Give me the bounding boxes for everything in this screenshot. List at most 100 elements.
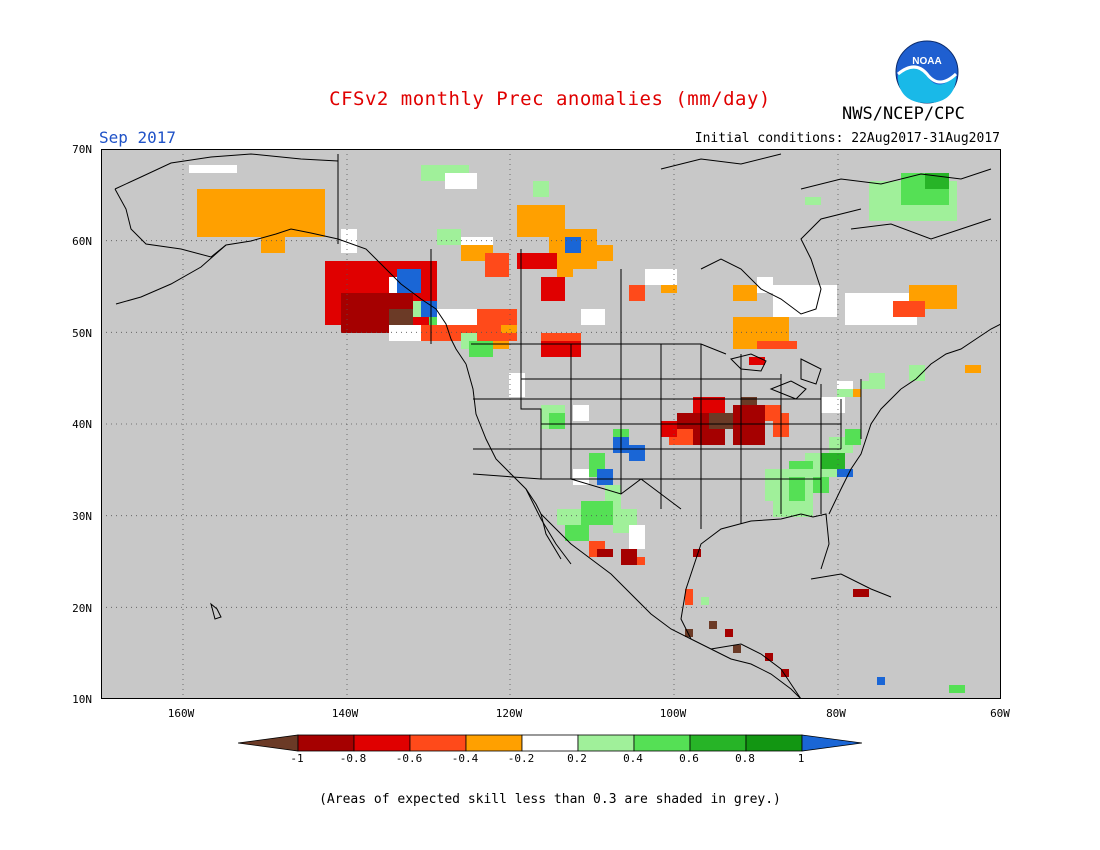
anomaly-cells [189,165,981,693]
coastlines [114,153,1001,699]
anomaly-cell [853,389,861,397]
anomaly-cell [741,397,757,405]
anomaly-cell [485,253,509,277]
anomaly-cell [549,413,565,429]
anomaly-cell [773,501,813,517]
colorbar-swatch [297,734,355,752]
colorbar-swatch [745,734,803,752]
anomaly-cell [197,189,325,237]
colorbar-tick: 0.2 [567,752,587,765]
anomaly-cell [597,469,613,485]
anomaly-cell [437,309,477,325]
anomaly-cell [541,277,565,301]
anomaly-cell [837,469,853,477]
anomaly-cell [629,445,645,461]
colorbar-arrow-low [238,734,299,752]
anomaly-cell [749,357,765,365]
anomaly-cell [421,301,437,317]
anomaly-cell [573,469,589,485]
anomaly-cell [597,549,613,557]
anomaly-cell [821,453,845,469]
colorbar-tick: 0.4 [623,752,643,765]
anomaly-cell [701,597,709,605]
colorbar-tick: -0.6 [395,752,423,765]
colorbar-tick: 1 [797,752,805,765]
lon-tick: 160W [167,707,195,720]
anomaly-cell [869,373,885,389]
anomaly-cell [493,341,509,349]
organization-label: NWS/NCEP/CPC [842,104,965,124]
anomaly-cell [757,341,797,349]
chart-title: CFSv2 monthly Prec anomalies (mm/day) [329,88,771,110]
anomaly-cell [389,325,421,341]
anomaly-cell [733,405,765,445]
anomaly-cell [637,557,645,565]
colorbar-tick: -0.8 [339,752,367,765]
anomaly-cell [853,589,869,597]
anomaly-cell [557,261,573,277]
logo-text: NOAA [912,56,941,67]
colorbar-swatch [409,734,467,752]
anomaly-cell [621,549,637,565]
lat-tick: 20N [72,602,92,615]
anomaly-cell [261,237,285,253]
anomaly-cell [781,669,789,677]
anomaly-cell [581,501,613,525]
anomaly-cell [389,309,413,325]
anomaly-cell [629,285,645,301]
lat-tick: 10N [72,693,92,706]
anomaly-map [101,149,1001,699]
colorbar-tick: -0.2 [507,752,535,765]
anomaly-cell [909,365,925,381]
anomaly-cell [893,301,925,317]
anomaly-cell [429,317,437,325]
lat-tick: 50N [72,327,92,340]
anomaly-cell [765,653,773,661]
anomaly-cell [469,341,493,357]
anomaly-cell [501,325,517,333]
lon-tick: 120W [495,707,523,720]
anomaly-cell [685,629,693,637]
anomaly-cell [541,341,581,357]
noaa-logo: NOAA [895,40,959,104]
lon-tick: 60W [990,707,1010,720]
anomaly-cell [845,429,861,445]
anomaly-cell [517,253,557,269]
anomaly-cell [661,285,677,293]
colorbar-arrow-high [801,734,862,752]
anomaly-cell [789,477,805,501]
colorbar-swatch [521,734,579,752]
colorbar-swatch [465,734,523,752]
anomaly-cell [341,229,357,253]
colorbar-swatch [577,734,635,752]
anomaly-cell [557,509,581,525]
lat-tick: 60N [72,235,92,248]
colorbar-swatch [353,734,411,752]
anomaly-cell [949,685,965,693]
initial-conditions: Initial conditions: 22Aug2017-31Aug2017 [694,131,1000,146]
anomaly-cell [685,589,693,605]
anomaly-cell [805,197,821,205]
lat-tick: 30N [72,510,92,523]
anomaly-cell [661,421,677,437]
colorbar-tick: 0.6 [679,752,699,765]
colorbar-swatch [689,734,747,752]
anomaly-cell [645,269,677,285]
colorbar-tick: -0.4 [451,752,479,765]
anomaly-cell [565,237,581,253]
footnote: (Areas of expected skill less than 0.3 a… [319,792,781,807]
anomaly-cell [733,645,741,653]
anomaly-cell [189,165,237,173]
anomaly-cell [397,269,421,293]
anomaly-cell [821,397,845,413]
anomaly-cell [437,229,461,245]
anomaly-cell [709,621,717,629]
anomaly-cell [725,629,733,637]
colorbar-tick: -1 [290,752,304,765]
forecast-month: Sep 2017 [99,128,177,147]
lon-tick: 140W [331,707,359,720]
anomaly-cell [573,405,589,421]
anomaly-cell [565,525,589,541]
anomaly-cell [581,309,605,325]
anomaly-cell [837,389,853,397]
